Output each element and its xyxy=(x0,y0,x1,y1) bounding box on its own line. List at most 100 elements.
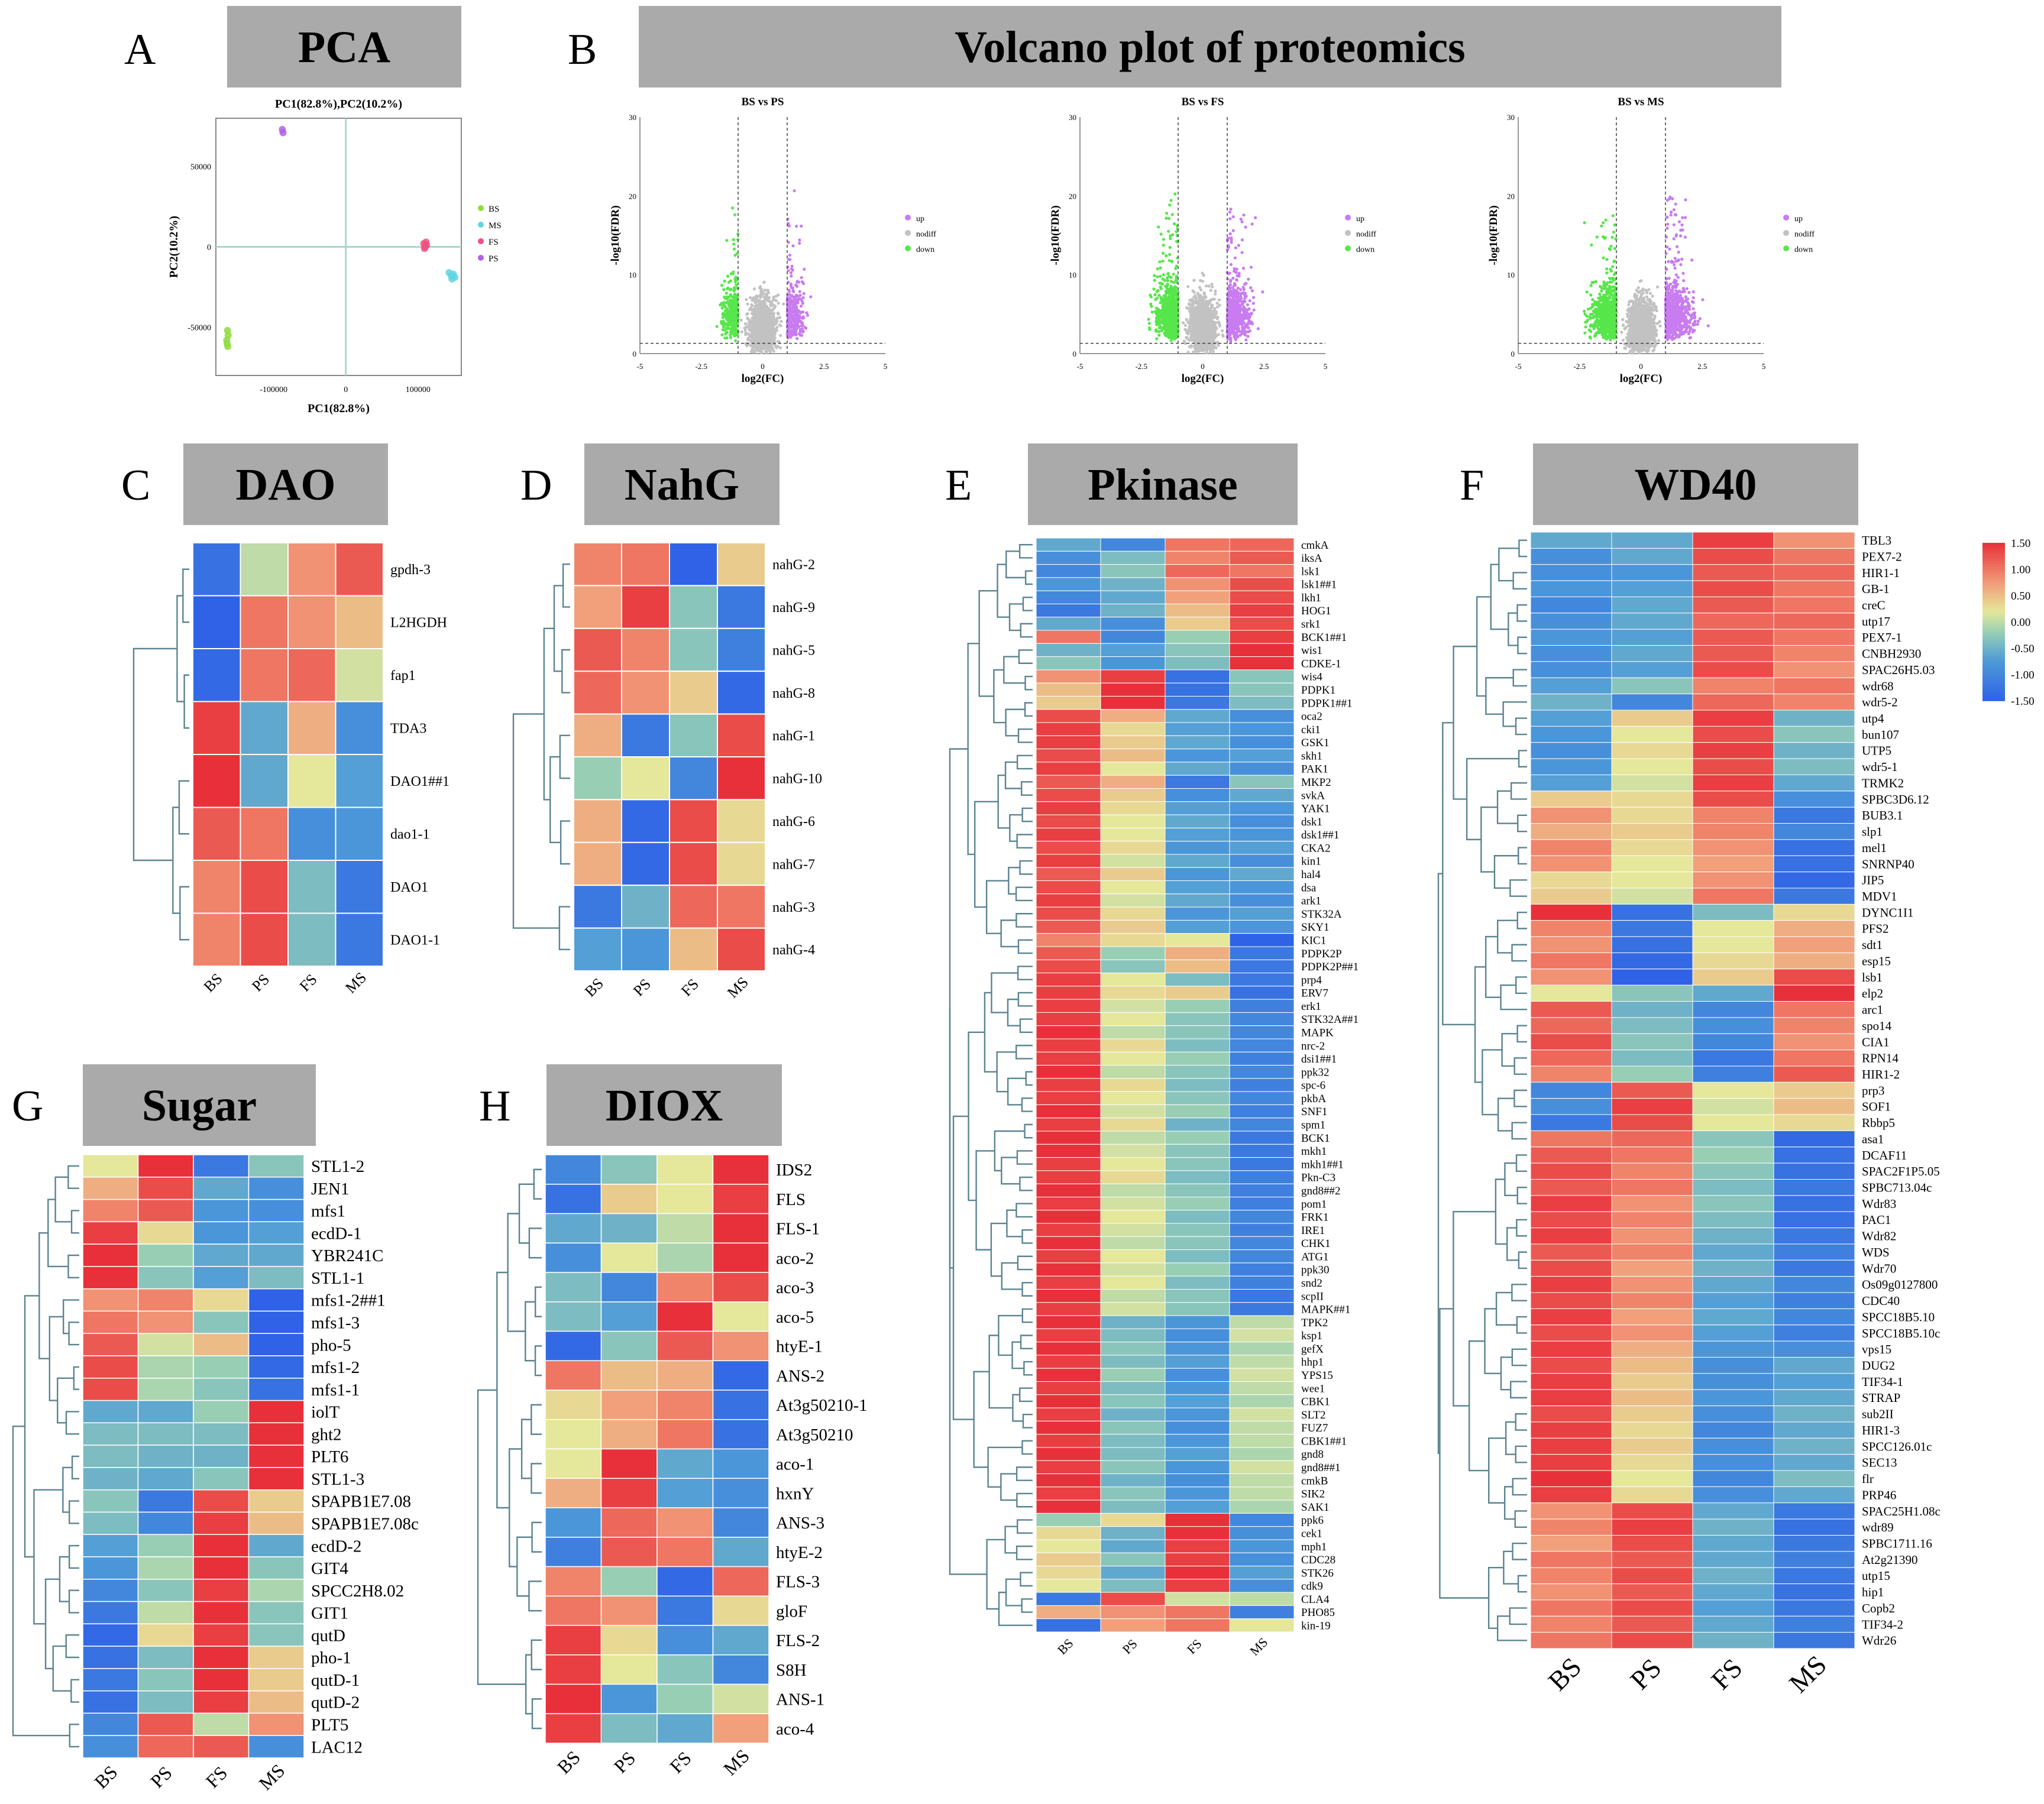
volcano-point xyxy=(1214,310,1218,314)
volcano-point xyxy=(1171,317,1175,320)
volcano-point xyxy=(766,349,769,352)
volcano-point xyxy=(1157,326,1161,329)
volcano-point xyxy=(1166,303,1169,307)
volcano-point xyxy=(1209,345,1213,348)
volcano-point xyxy=(1166,272,1170,276)
volcano-point xyxy=(777,302,780,305)
volcano-xtick: 5 xyxy=(1324,362,1328,371)
volcano-point xyxy=(1248,315,1251,319)
volcano-ytick: 10 xyxy=(1069,271,1076,280)
volcano-point xyxy=(1246,335,1250,338)
volcano-point xyxy=(725,239,729,242)
volcano-point xyxy=(1188,322,1192,326)
volcano-point xyxy=(1206,305,1209,309)
volcano-point xyxy=(1228,232,1232,235)
volcano-point xyxy=(1231,215,1235,219)
volcano-point xyxy=(779,333,782,337)
volcano-point xyxy=(1237,310,1241,313)
volcano-point xyxy=(1216,315,1220,319)
volcano-point xyxy=(1217,298,1221,302)
volcano-point xyxy=(1195,336,1199,340)
panel-header-A xyxy=(227,6,461,88)
volcano-point xyxy=(780,320,783,323)
volcano-legend-marker xyxy=(905,230,911,236)
volcano-point xyxy=(1176,256,1179,260)
volcano-point xyxy=(762,280,766,284)
volcano-point xyxy=(1244,338,1248,342)
volcano-point xyxy=(1158,311,1162,315)
volcano-point xyxy=(1176,227,1179,231)
volcano-point xyxy=(1173,297,1176,301)
volcano-point xyxy=(732,328,736,332)
volcano-point xyxy=(1241,267,1246,270)
volcano-point xyxy=(1157,293,1161,297)
volcano-point xyxy=(1159,301,1162,305)
volcano-point xyxy=(724,332,727,335)
volcano-point xyxy=(735,283,738,287)
volcano-point xyxy=(1173,288,1176,292)
volcano-point xyxy=(1237,244,1240,247)
volcano-point xyxy=(1193,326,1197,331)
volcano-point xyxy=(1154,298,1157,302)
volcano-point xyxy=(729,333,732,337)
volcano-point xyxy=(1242,213,1246,217)
volcano-plot-3: BS vs MS-5 -2.5 0 2.5 50102030log2(FC)-log10… xyxy=(1487,96,1815,385)
volcano-point xyxy=(1208,322,1211,326)
volcano-point xyxy=(1192,278,1196,282)
panel-header-E xyxy=(1028,443,1298,525)
panel-letter-A: A xyxy=(124,25,156,74)
volcano-point xyxy=(765,316,768,320)
volcano-point xyxy=(1167,229,1170,233)
volcano-point xyxy=(806,313,810,317)
volcano-point xyxy=(759,351,763,354)
volcano-point xyxy=(752,313,755,316)
volcano-point xyxy=(1189,306,1193,309)
volcano-point xyxy=(761,314,764,318)
volcano-point xyxy=(1244,316,1247,320)
volcano-point xyxy=(1218,303,1221,307)
volcano-point xyxy=(748,325,752,329)
volcano-xtick: -5 xyxy=(1077,362,1084,371)
volcano-point xyxy=(1210,322,1214,326)
volcano-point xyxy=(1173,192,1177,196)
volcano-point xyxy=(1162,244,1165,247)
volcano-point xyxy=(1201,280,1205,283)
panel-letter-C: C xyxy=(121,461,150,510)
volcano-point xyxy=(1173,222,1176,226)
volcano-point xyxy=(754,315,758,319)
volcano-point xyxy=(1231,276,1235,280)
panel-letter-D: D xyxy=(520,461,552,510)
volcano-point xyxy=(1240,251,1244,254)
volcano-point xyxy=(801,302,804,305)
volcano-point xyxy=(1157,225,1160,229)
volcano-point xyxy=(1186,337,1189,341)
volcano-point xyxy=(778,316,782,319)
volcano-point xyxy=(1233,335,1237,339)
volcano-point xyxy=(794,333,798,336)
volcano-point xyxy=(755,297,759,301)
volcano-ytick: 0 xyxy=(1511,349,1515,358)
volcano-ytick: 20 xyxy=(1069,192,1076,200)
volcano-xtick: -2.5 xyxy=(695,362,707,371)
volcano-point xyxy=(1214,345,1217,349)
volcano-point xyxy=(1185,329,1188,333)
panel-title-H: DIOX xyxy=(606,1081,723,1131)
volcano-point xyxy=(1166,279,1169,283)
volcano-point xyxy=(1159,285,1162,289)
volcano-point xyxy=(1161,277,1165,281)
volcano-plot-1: BS vs PS-5 -2.5 0 2.5 50102030log2(FC)-log10… xyxy=(609,96,936,385)
volcano-point xyxy=(766,289,769,292)
volcano-point xyxy=(1236,335,1240,339)
volcano-point xyxy=(798,238,801,242)
volcano-point xyxy=(752,333,755,336)
volcano-point xyxy=(1247,277,1250,281)
volcano-point xyxy=(723,279,726,283)
panel-letter-H: H xyxy=(479,1082,510,1131)
volcano-point xyxy=(1244,225,1247,229)
volcano-point xyxy=(759,331,762,335)
pca-legend-label: FS xyxy=(489,238,499,247)
pca-legend-marker xyxy=(478,255,484,261)
volcano-point xyxy=(1194,294,1197,297)
pca-chart: PC1(82.8%),PC2(10.2%)PC1(82.8%)PC2(10.2%… xyxy=(167,98,502,415)
volcano-point xyxy=(1214,292,1217,296)
